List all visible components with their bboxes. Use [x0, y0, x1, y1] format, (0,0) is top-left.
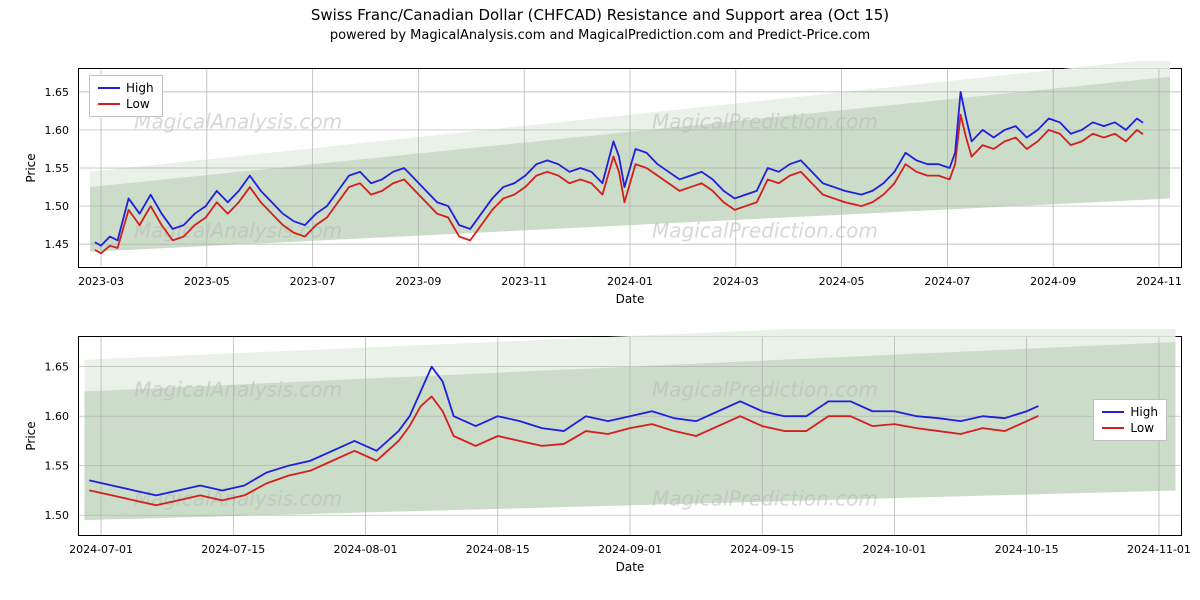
- watermark-text: MagicalAnalysis.com: [134, 486, 342, 510]
- xtick-label: 2023-03: [78, 275, 124, 288]
- x-axis-label: Date: [616, 292, 645, 306]
- xtick-label: 2024-09: [1030, 275, 1076, 288]
- xtick-label: 2024-09-15: [730, 543, 794, 556]
- legend-row: High: [1102, 404, 1158, 420]
- ytick-label: 1.45: [45, 238, 70, 251]
- page-root: Swiss Franc/Canadian Dollar (CHFCAD) Res…: [0, 6, 1200, 600]
- legend-row: Low: [98, 96, 154, 112]
- ytick-label: 1.65: [45, 361, 70, 374]
- xtick-label: 2024-11-01: [1127, 543, 1191, 556]
- y-axis-label: Price: [24, 153, 38, 182]
- xtick-label: 2023-09: [395, 275, 441, 288]
- legend: HighLow: [89, 75, 163, 117]
- ytick-label: 1.65: [45, 86, 70, 99]
- chart-bottom: 1.501.551.601.652024-07-012024-07-152024…: [78, 336, 1182, 536]
- ytick-label: 1.60: [45, 124, 70, 137]
- legend-swatch: [98, 103, 120, 105]
- watermark-text: MagicalPrediction.com: [652, 486, 878, 510]
- xtick-label: 2024-05: [819, 275, 865, 288]
- xtick-label: 2024-10-15: [995, 543, 1059, 556]
- legend-label: Low: [1130, 420, 1154, 436]
- legend-row: High: [98, 80, 154, 96]
- xtick-label: 2024-11: [1136, 275, 1182, 288]
- legend-label: Low: [126, 96, 150, 112]
- xtick-label: 2024-03: [713, 275, 759, 288]
- ytick-label: 1.55: [45, 162, 70, 175]
- xtick-label: 2023-11: [501, 275, 547, 288]
- ytick-label: 1.50: [45, 509, 70, 522]
- ytick-label: 1.60: [45, 410, 70, 423]
- chart-top: 1.451.501.551.601.652023-032023-052023-0…: [78, 68, 1182, 268]
- chart-subtitle: powered by MagicalAnalysis.com and Magic…: [0, 28, 1200, 43]
- legend-swatch: [1102, 411, 1124, 413]
- xtick-label: 2024-07: [924, 275, 970, 288]
- watermark-text: MagicalAnalysis.com: [134, 109, 342, 133]
- xtick-label: 2024-01: [607, 275, 653, 288]
- xtick-label: 2023-05: [184, 275, 230, 288]
- ytick-label: 1.55: [45, 460, 70, 473]
- legend-label: High: [1130, 404, 1158, 420]
- xtick-label: 2024-08-01: [334, 543, 398, 556]
- legend-label: High: [126, 80, 154, 96]
- watermark-text: MagicalAnalysis.com: [134, 377, 342, 401]
- xtick-label: 2024-07-01: [69, 543, 133, 556]
- watermark-text: MagicalPrediction.com: [652, 377, 878, 401]
- xtick-label: 2024-07-15: [201, 543, 265, 556]
- watermark-text: MagicalPrediction.com: [652, 218, 878, 242]
- xtick-label: 2024-10-01: [863, 543, 927, 556]
- legend: HighLow: [1093, 399, 1167, 441]
- xtick-label: 2024-09-01: [598, 543, 662, 556]
- y-axis-label: Price: [24, 421, 38, 450]
- ytick-label: 1.50: [45, 200, 70, 213]
- chart-title: Swiss Franc/Canadian Dollar (CHFCAD) Res…: [0, 6, 1200, 24]
- xtick-label: 2024-08-15: [466, 543, 530, 556]
- xtick-label: 2023-07: [290, 275, 336, 288]
- legend-swatch: [1102, 427, 1124, 429]
- watermark-text: MagicalPrediction.com: [652, 109, 878, 133]
- legend-swatch: [98, 87, 120, 89]
- x-axis-label: Date: [616, 560, 645, 574]
- legend-row: Low: [1102, 420, 1158, 436]
